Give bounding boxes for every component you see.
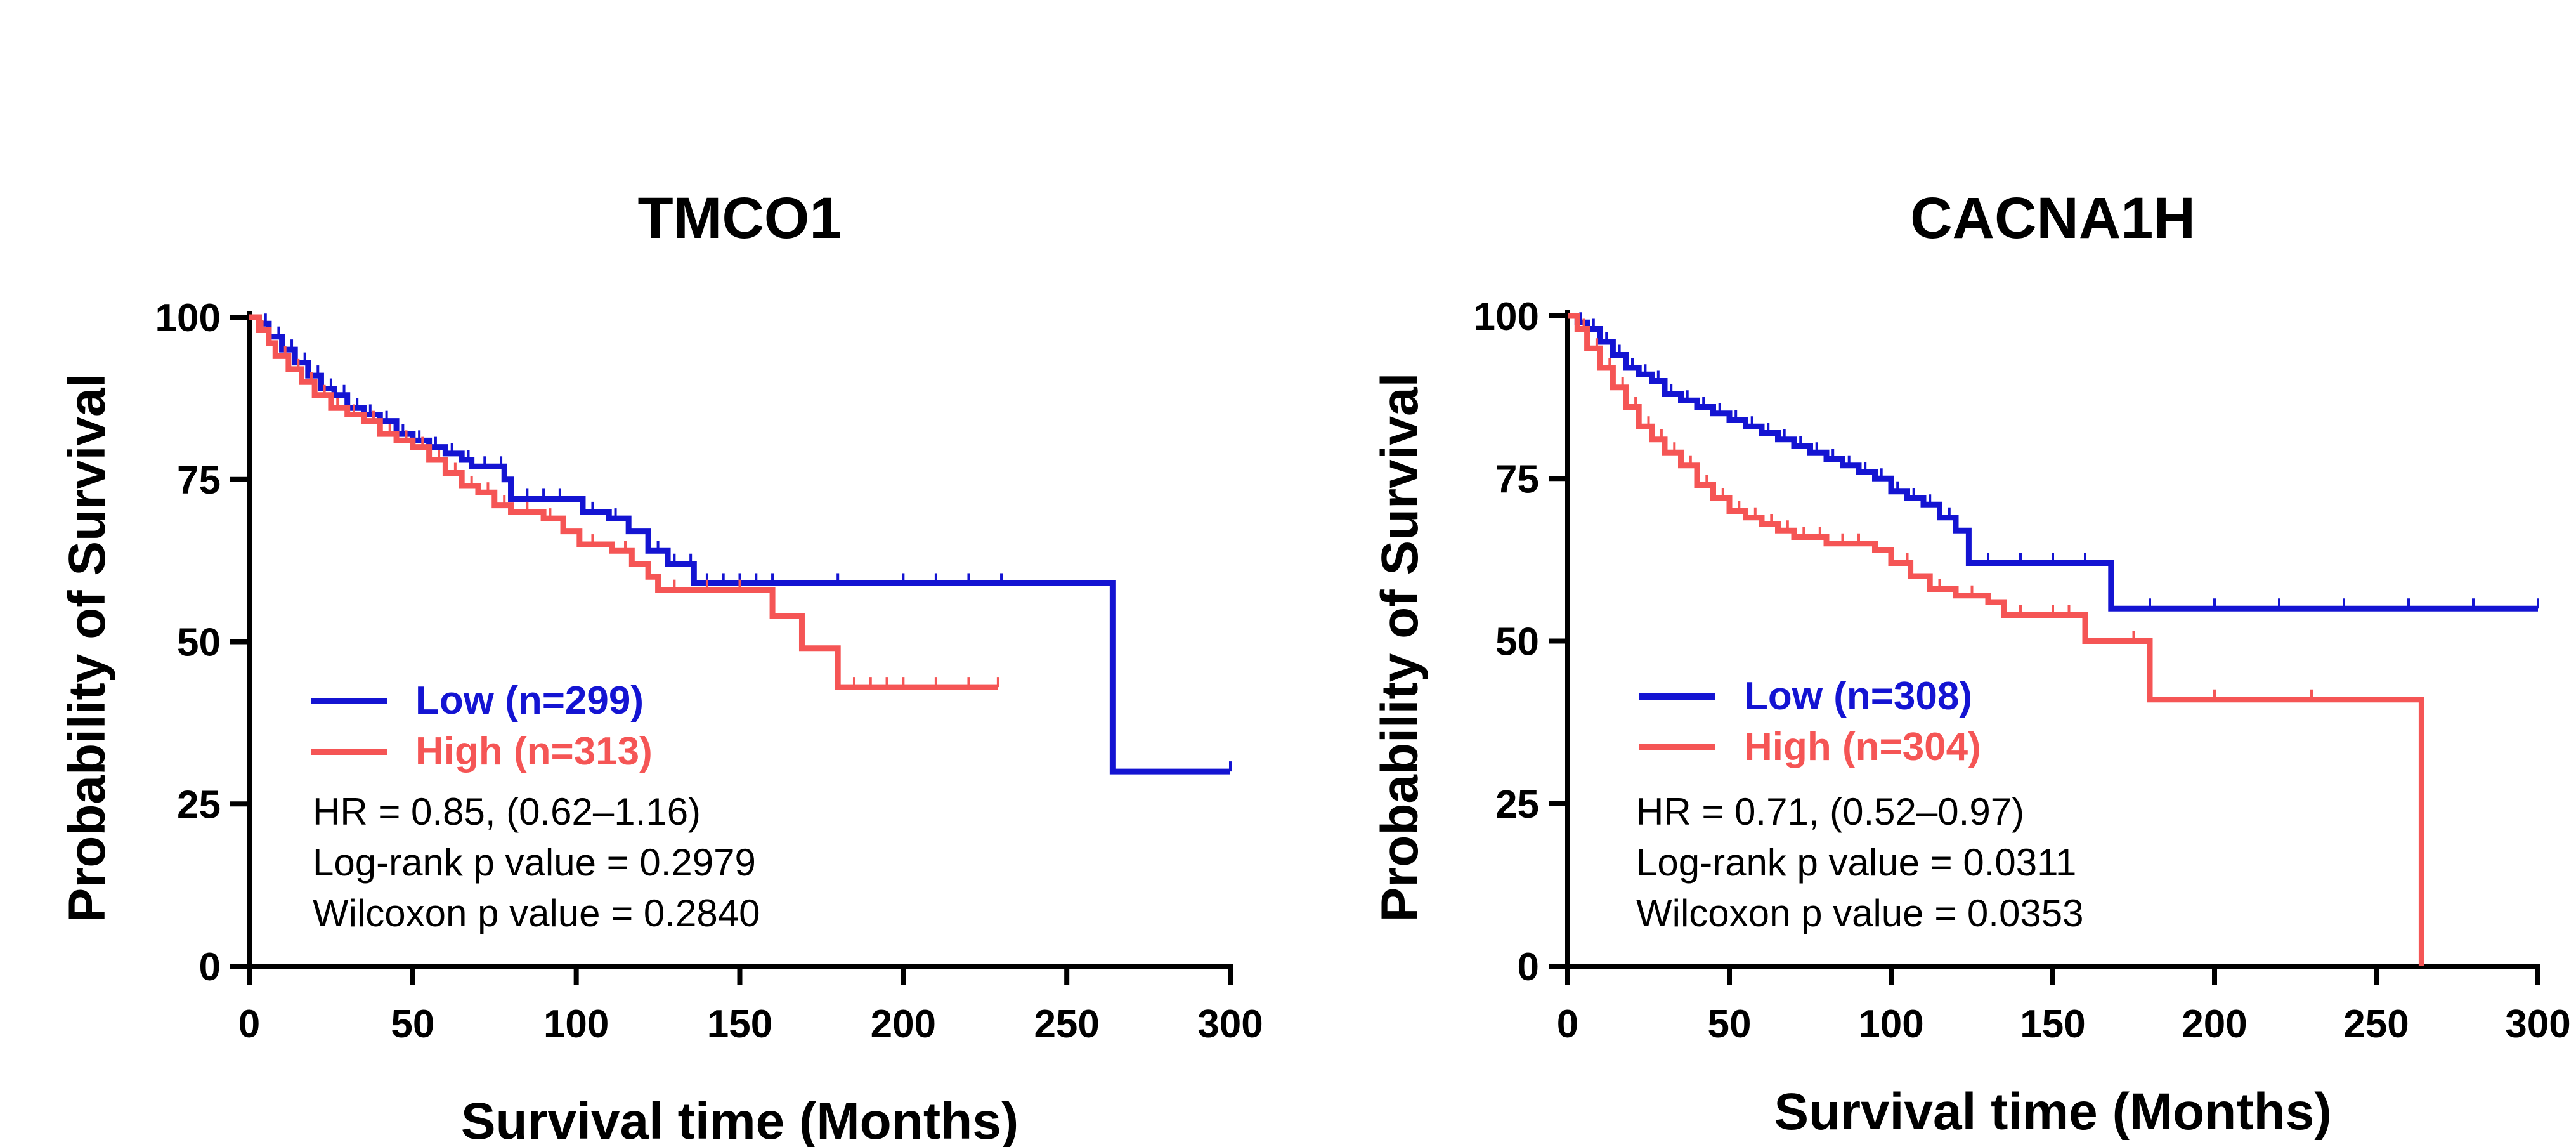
series-high [1568, 313, 2424, 966]
chart-title: TMCO1 [638, 186, 842, 251]
x-axis-label: Survival time (Months) [1774, 1083, 2331, 1141]
stat-line: Log-rank p value = 0.0311 [1636, 841, 2076, 884]
legend-label-high: High (n=313) [415, 730, 653, 773]
series-low [249, 313, 1232, 775]
survival-curve-low [1568, 313, 2538, 612]
y-tick-label: 100 [155, 296, 221, 340]
stat-line: Wilcoxon p value = 0.0353 [1636, 892, 2083, 934]
legend-label-low: Low (n=299) [415, 679, 644, 723]
y-tick-label: 75 [1495, 457, 1539, 501]
survival-curve-high [249, 314, 998, 690]
legend-label-high: High (n=304) [1744, 725, 1981, 769]
x-tick-label: 200 [2182, 1002, 2247, 1046]
x-tick-label: 150 [2020, 1002, 2085, 1046]
x-axis-label: Survival time (Months) [461, 1092, 1018, 1147]
x-tick-label: 0 [1557, 1002, 1578, 1046]
survival-curve-high [1568, 313, 2424, 966]
series-low [1568, 312, 2539, 612]
y-tick-label: 25 [1495, 783, 1539, 827]
stat-line: Wilcoxon p value = 0.2840 [313, 892, 760, 934]
y-tick-label: 0 [199, 945, 221, 989]
chart-title: CACNA1H [1910, 186, 2195, 251]
x-tick-label: 50 [391, 1002, 434, 1046]
x-tick-label: 300 [2505, 1002, 2570, 1046]
panel-b: CACNA1H 0 25 50 75 100 0 50 100 150 200 250 300 Survi… [1371, 186, 2571, 1141]
y-axis-label: Probability of Survival [1371, 373, 1429, 922]
y-tick-label: 75 [177, 459, 221, 502]
panel-a: TMCO1 0 25 50 75 100 0 50 100 150 200 250 300 Surviva… [58, 186, 1263, 1147]
x-tick-label: 250 [1034, 1002, 1099, 1046]
x-tick-label: 250 [2343, 1002, 2409, 1046]
y-tick-label: 25 [177, 783, 221, 827]
survival-curve-low [249, 314, 1230, 775]
stat-line: Log-rank p value = 0.2979 [313, 841, 756, 884]
legend-label-low: Low (n=308) [1744, 674, 1972, 718]
series-high [249, 314, 999, 690]
x-tick-label: 200 [871, 1002, 936, 1046]
x-tick-label: 0 [238, 1002, 260, 1046]
y-tick-label: 50 [177, 621, 221, 665]
y-tick-label: 100 [1474, 295, 1539, 339]
stat-line: HR = 0.85, (0.62–1.16) [313, 790, 701, 833]
x-tick-label: 150 [707, 1002, 772, 1046]
x-tick-label: 100 [543, 1002, 609, 1046]
x-tick-label: 50 [1708, 1002, 1752, 1046]
x-tick-label: 100 [1858, 1002, 1923, 1046]
y-tick-label: 0 [1518, 945, 1539, 989]
y-axis-label: Probability of Survival [58, 374, 116, 923]
stat-line: HR = 0.71, (0.52–0.97) [1636, 790, 2024, 833]
x-tick-label: 300 [1197, 1002, 1263, 1046]
y-tick-label: 50 [1495, 620, 1539, 664]
